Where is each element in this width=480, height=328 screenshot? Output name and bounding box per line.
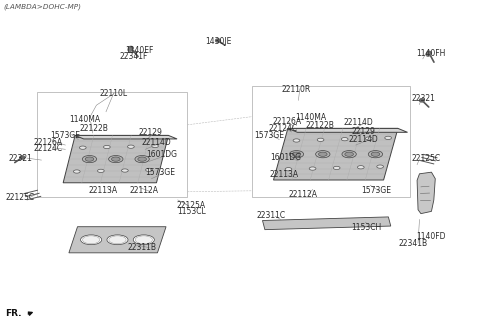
Text: 22122B: 22122B: [306, 121, 335, 130]
Ellipse shape: [341, 137, 348, 141]
Text: 22311B: 22311B: [127, 243, 156, 252]
Text: 22126A: 22126A: [272, 117, 301, 126]
Text: 22114D: 22114D: [344, 118, 373, 127]
Ellipse shape: [135, 236, 153, 244]
Text: 22113A: 22113A: [88, 186, 117, 195]
Ellipse shape: [368, 151, 383, 158]
Polygon shape: [63, 135, 168, 183]
Ellipse shape: [309, 167, 316, 170]
Ellipse shape: [316, 151, 330, 158]
Text: 1573GE: 1573GE: [361, 186, 391, 195]
Text: 1153CH: 1153CH: [351, 223, 381, 232]
Ellipse shape: [80, 146, 86, 149]
Text: 22125A: 22125A: [177, 201, 206, 210]
Text: 22124C: 22124C: [33, 144, 62, 153]
Text: 22122B: 22122B: [80, 124, 108, 133]
Polygon shape: [417, 172, 435, 214]
Ellipse shape: [128, 48, 132, 51]
Bar: [36, 92, 187, 197]
Text: 22112A: 22112A: [288, 190, 318, 198]
Ellipse shape: [292, 152, 301, 156]
Text: 1140MA: 1140MA: [69, 115, 100, 124]
Ellipse shape: [289, 151, 304, 158]
Ellipse shape: [333, 166, 340, 170]
Text: 22110L: 22110L: [99, 89, 127, 98]
Ellipse shape: [111, 157, 120, 161]
Ellipse shape: [319, 152, 327, 156]
Ellipse shape: [152, 144, 158, 148]
Ellipse shape: [128, 145, 134, 148]
Ellipse shape: [427, 51, 432, 54]
Text: 22341F: 22341F: [119, 52, 147, 61]
Ellipse shape: [358, 166, 364, 169]
Polygon shape: [69, 227, 166, 253]
Ellipse shape: [108, 155, 123, 163]
Text: 22321: 22321: [412, 94, 436, 103]
Text: 1601DG: 1601DG: [270, 153, 301, 162]
Ellipse shape: [82, 155, 96, 163]
Ellipse shape: [129, 47, 133, 50]
Text: 22112A: 22112A: [130, 186, 159, 195]
Bar: [252, 86, 410, 197]
Ellipse shape: [216, 39, 220, 42]
Ellipse shape: [109, 236, 126, 244]
Ellipse shape: [135, 155, 149, 163]
Ellipse shape: [73, 170, 80, 173]
Text: 1140MA: 1140MA: [295, 113, 326, 122]
Text: 22125C: 22125C: [411, 154, 440, 163]
Ellipse shape: [317, 138, 324, 141]
Ellipse shape: [371, 152, 380, 156]
Ellipse shape: [426, 53, 430, 56]
Ellipse shape: [121, 169, 128, 172]
Polygon shape: [274, 128, 398, 180]
Text: 1573GE: 1573GE: [255, 131, 285, 140]
Polygon shape: [288, 128, 408, 132]
Ellipse shape: [345, 152, 353, 156]
Text: 22114D: 22114D: [142, 138, 171, 147]
Ellipse shape: [104, 145, 110, 149]
Ellipse shape: [420, 99, 424, 102]
Ellipse shape: [107, 235, 128, 245]
Text: 22113A: 22113A: [269, 170, 299, 179]
Polygon shape: [75, 135, 177, 139]
Text: FR.: FR.: [5, 309, 22, 318]
Text: 1140EF: 1140EF: [125, 46, 154, 55]
Ellipse shape: [97, 169, 104, 173]
Ellipse shape: [81, 235, 102, 245]
Text: 22126A: 22126A: [33, 138, 62, 147]
Text: 22114D: 22114D: [348, 135, 378, 144]
Ellipse shape: [138, 157, 146, 161]
Text: 22311C: 22311C: [256, 211, 285, 220]
Text: 22110R: 22110R: [282, 85, 311, 94]
Ellipse shape: [145, 168, 152, 172]
Polygon shape: [263, 217, 391, 230]
Ellipse shape: [365, 137, 372, 140]
Ellipse shape: [133, 235, 155, 245]
Text: 1153CL: 1153CL: [177, 207, 205, 216]
Ellipse shape: [377, 165, 384, 168]
Text: 22125C: 22125C: [5, 193, 35, 202]
Text: 22129: 22129: [351, 127, 375, 136]
Ellipse shape: [20, 156, 24, 159]
Ellipse shape: [293, 139, 300, 142]
Text: 1573GE: 1573GE: [50, 131, 80, 140]
Text: 1140FD: 1140FD: [416, 232, 445, 241]
Text: 22124C: 22124C: [268, 124, 298, 133]
Text: 22321: 22321: [9, 154, 33, 163]
Text: 1573GE: 1573GE: [145, 168, 176, 177]
Text: (LAMBDA>DOHC-MP): (LAMBDA>DOHC-MP): [3, 4, 81, 10]
Text: 22129: 22129: [138, 128, 162, 137]
Ellipse shape: [285, 168, 292, 171]
Ellipse shape: [85, 157, 94, 161]
Text: 1140FH: 1140FH: [416, 49, 445, 58]
Text: 1601DG: 1601DG: [146, 150, 177, 159]
Ellipse shape: [83, 236, 100, 244]
Ellipse shape: [385, 136, 392, 139]
Text: 1430JE: 1430JE: [205, 37, 232, 46]
Text: 22341B: 22341B: [399, 238, 428, 248]
Ellipse shape: [342, 151, 356, 158]
